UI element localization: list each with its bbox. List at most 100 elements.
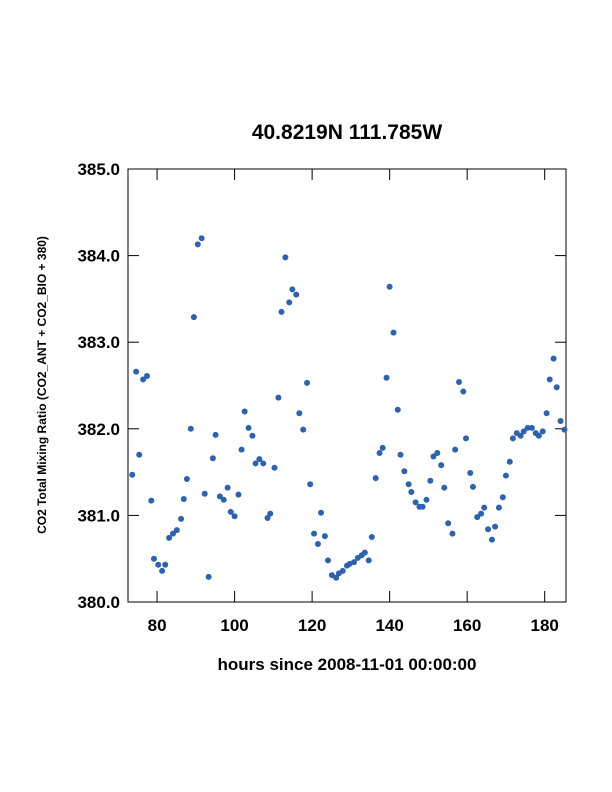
data-point: [412, 499, 419, 506]
data-point: [390, 329, 397, 336]
data-point: [212, 431, 219, 438]
data-point: [162, 561, 169, 568]
data-point: [469, 483, 476, 490]
x-tick-label: 180: [530, 616, 558, 635]
data-point: [394, 406, 401, 413]
data-point: [183, 476, 190, 483]
data-point: [307, 481, 314, 488]
data-point: [528, 424, 535, 431]
data-point: [401, 468, 408, 475]
data-point: [296, 410, 303, 417]
data-point: [495, 504, 502, 511]
x-axis-label: hours since 2008-11-01 00:00:00: [218, 655, 477, 674]
data-point: [198, 235, 205, 242]
data-point: [350, 559, 357, 566]
data-point: [235, 491, 242, 498]
data-point: [194, 241, 201, 248]
plot-frame: [127, 168, 567, 603]
data-point: [492, 523, 499, 530]
data-point: [275, 394, 282, 401]
y-tick-label: 381.0: [77, 506, 120, 525]
data-point: [520, 428, 527, 435]
data-point: [553, 384, 560, 391]
data-point: [456, 379, 463, 386]
data-point: [148, 497, 155, 504]
data-point: [427, 477, 434, 484]
x-tick-label: 120: [298, 616, 326, 635]
y-tick-label: 385.0: [77, 160, 120, 179]
data-point: [499, 494, 506, 501]
data-point: [169, 530, 176, 537]
data-point: [333, 574, 340, 581]
data-point: [314, 540, 321, 547]
data-point: [136, 451, 143, 458]
data-point: [460, 388, 467, 395]
data-point: [339, 567, 346, 574]
data-point: [485, 526, 492, 533]
data-point: [241, 408, 248, 415]
chart-title: 40.8219N 111.785W: [252, 121, 443, 144]
data-point: [325, 557, 332, 564]
data-point: [205, 573, 212, 580]
data-point: [423, 496, 430, 503]
y-tick-label: 383.0: [77, 333, 120, 352]
data-point: [539, 428, 546, 435]
data-point: [535, 432, 542, 439]
data-point: [462, 435, 469, 442]
data-point: [224, 484, 231, 491]
data-point: [178, 515, 185, 522]
data-point: [267, 510, 274, 517]
data-point: [434, 450, 441, 457]
data-point: [517, 432, 524, 439]
data-point: [256, 456, 263, 463]
data-point: [449, 530, 456, 537]
data-point: [441, 484, 448, 491]
data-point: [252, 460, 259, 467]
data-point: [524, 424, 531, 431]
data-point: [557, 418, 564, 425]
data-point: [187, 425, 194, 432]
data-point: [201, 490, 208, 497]
data-point: [405, 481, 412, 488]
data-point: [481, 504, 488, 511]
data-point: [143, 372, 150, 379]
data-point: [173, 527, 180, 534]
data-point: [260, 460, 267, 467]
data-point: [430, 453, 437, 460]
data-point: [231, 513, 238, 520]
data-point: [180, 495, 187, 502]
data-point: [502, 472, 509, 479]
data-point: [365, 557, 372, 564]
x-tick-label: 160: [453, 616, 481, 635]
data-point: [438, 462, 445, 469]
data-point: [474, 514, 481, 521]
data-point: [509, 435, 516, 442]
data-point: [445, 520, 452, 527]
data-point: [271, 464, 278, 471]
data-point: [379, 444, 386, 451]
data-point: [383, 374, 390, 381]
data-point: [488, 536, 495, 543]
data-point: [506, 458, 513, 465]
data-point: [278, 308, 285, 315]
y-tick-label: 384.0: [77, 247, 120, 266]
data-point: [561, 426, 568, 433]
data-point: [550, 355, 557, 362]
data-point: [209, 455, 216, 462]
x-tick-label: 100: [220, 616, 248, 635]
data-point: [546, 376, 553, 383]
data-point: [220, 496, 227, 503]
data-point: [368, 534, 375, 541]
data-point: [155, 561, 162, 568]
data-point: [150, 555, 157, 562]
data-point: [376, 450, 383, 457]
data-point: [311, 530, 318, 537]
data-point: [289, 286, 296, 293]
data-point: [293, 291, 300, 298]
data-point: [397, 451, 404, 458]
data-point: [408, 489, 415, 496]
data-point: [238, 446, 245, 453]
data-point: [282, 254, 289, 261]
data-point: [264, 514, 271, 521]
